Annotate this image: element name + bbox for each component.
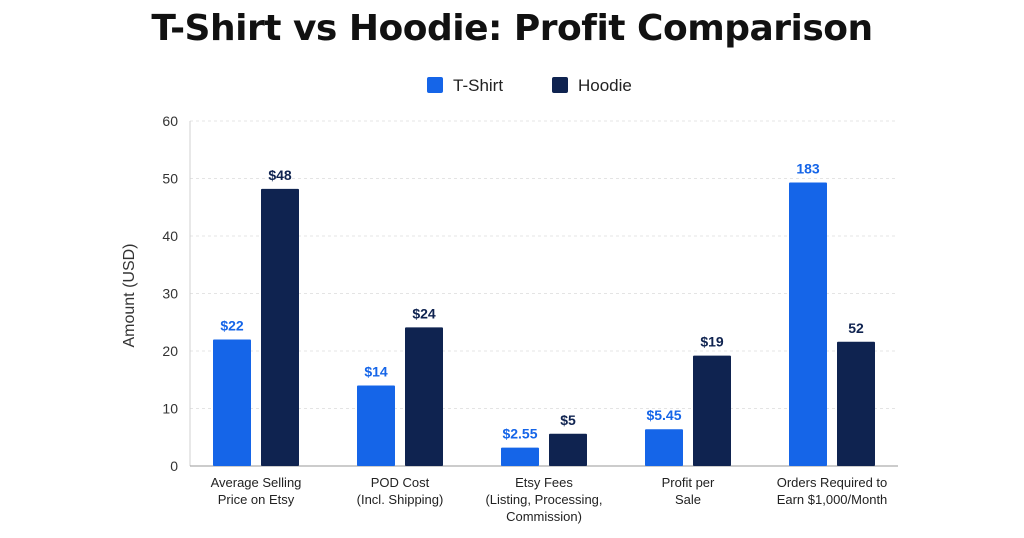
chart-title: T-Shirt vs Hoodie: Profit Comparison — [151, 8, 873, 49]
y-tick-label: 0 — [170, 458, 178, 474]
bar-value-labels: $22 $48 $14 $24 $2.55 $5 $5.45 $19 183 52 — [220, 161, 864, 442]
y-tick-label: 10 — [162, 401, 178, 417]
bar-hoodie — [837, 341, 875, 466]
bar-value-label: $48 — [268, 167, 292, 183]
x-tick-label: Orders Required to Earn $1,000/Month — [777, 475, 888, 507]
bar-value-label: 183 — [796, 161, 820, 177]
x-tick-label: POD Cost (Incl. Shipping) — [357, 475, 444, 507]
bar-t-shirt — [501, 447, 539, 466]
bar-t-shirt — [213, 339, 251, 466]
bar-value-label: $5 — [560, 412, 576, 428]
bar-hoodie — [693, 355, 731, 466]
bar-hoodie — [549, 433, 587, 466]
x-tick-label: Etsy Fees (Listing, Processing, Commission… — [485, 475, 602, 524]
legend-swatch — [552, 77, 568, 93]
bar-t-shirt — [357, 385, 395, 466]
bar-t-shirt — [789, 182, 827, 466]
bars — [213, 182, 875, 466]
gridlines — [190, 120, 898, 409]
legend-swatch — [427, 77, 443, 93]
bar-value-label: $19 — [700, 334, 724, 350]
bar-value-label: $22 — [220, 318, 244, 334]
bar-hoodie — [405, 327, 443, 466]
x-tick-label: Profit per Sale — [662, 475, 715, 507]
y-tick-label: 30 — [162, 286, 178, 302]
y-axis-label: Amount (USD) — [121, 243, 138, 347]
legend-label: T-Shirt — [453, 76, 503, 95]
x-axis: Average Selling Price on Etsy POD Cost (Inc… — [211, 475, 888, 524]
y-tick-label: 60 — [162, 113, 178, 129]
bar-value-label: $5.45 — [646, 407, 681, 423]
bar-value-label: 52 — [848, 320, 864, 336]
y-tick-label: 20 — [162, 343, 178, 359]
bar-value-label: $14 — [364, 364, 388, 380]
y-tick-label: 50 — [162, 171, 178, 187]
bar-t-shirt — [645, 429, 683, 466]
legend-label: Hoodie — [578, 76, 632, 95]
y-tick-label: 40 — [162, 228, 178, 244]
x-tick-label: Average Selling Price on Etsy — [211, 475, 302, 507]
bar-hoodie — [261, 188, 299, 466]
legend: T-Shirt Hoodie — [427, 76, 632, 95]
y-axis: 0 10 20 30 40 50 60 Amount (USD) — [121, 113, 898, 474]
bar-value-label: $24 — [412, 305, 436, 321]
bar-value-label: $2.55 — [502, 426, 537, 442]
